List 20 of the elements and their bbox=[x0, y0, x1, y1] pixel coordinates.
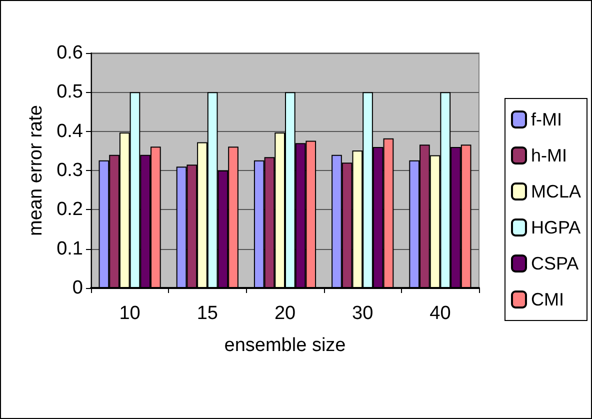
x-axis-title: ensemble size bbox=[224, 335, 346, 356]
legend-label: h-MI bbox=[530, 146, 567, 166]
legend-label: CMI bbox=[530, 290, 564, 310]
legend-label: HGPA bbox=[530, 218, 581, 238]
x-tick-label: 15 bbox=[196, 303, 218, 324]
y-tick-label: 0.1 bbox=[56, 238, 83, 260]
x-tick-label: 10 bbox=[119, 303, 140, 324]
legend-label: f-MI bbox=[530, 110, 562, 130]
legend-label: CSPA bbox=[530, 254, 579, 274]
y-tick-label: 0.2 bbox=[56, 199, 83, 220]
y-tick-label: 0.6 bbox=[56, 42, 83, 64]
x-tick-label: 20 bbox=[274, 303, 296, 324]
y-tick-label: 0.5 bbox=[56, 82, 83, 103]
x-tick-label: 40 bbox=[430, 303, 451, 324]
y-axis-title: mean error rate bbox=[26, 105, 47, 236]
x-tick-label: 30 bbox=[352, 303, 374, 324]
y-tick-label: 0.3 bbox=[56, 160, 83, 181]
y-tick-label: 0.4 bbox=[56, 120, 84, 142]
legend-label: MCLA bbox=[530, 182, 582, 202]
y-tick-label: 0 bbox=[72, 278, 83, 298]
